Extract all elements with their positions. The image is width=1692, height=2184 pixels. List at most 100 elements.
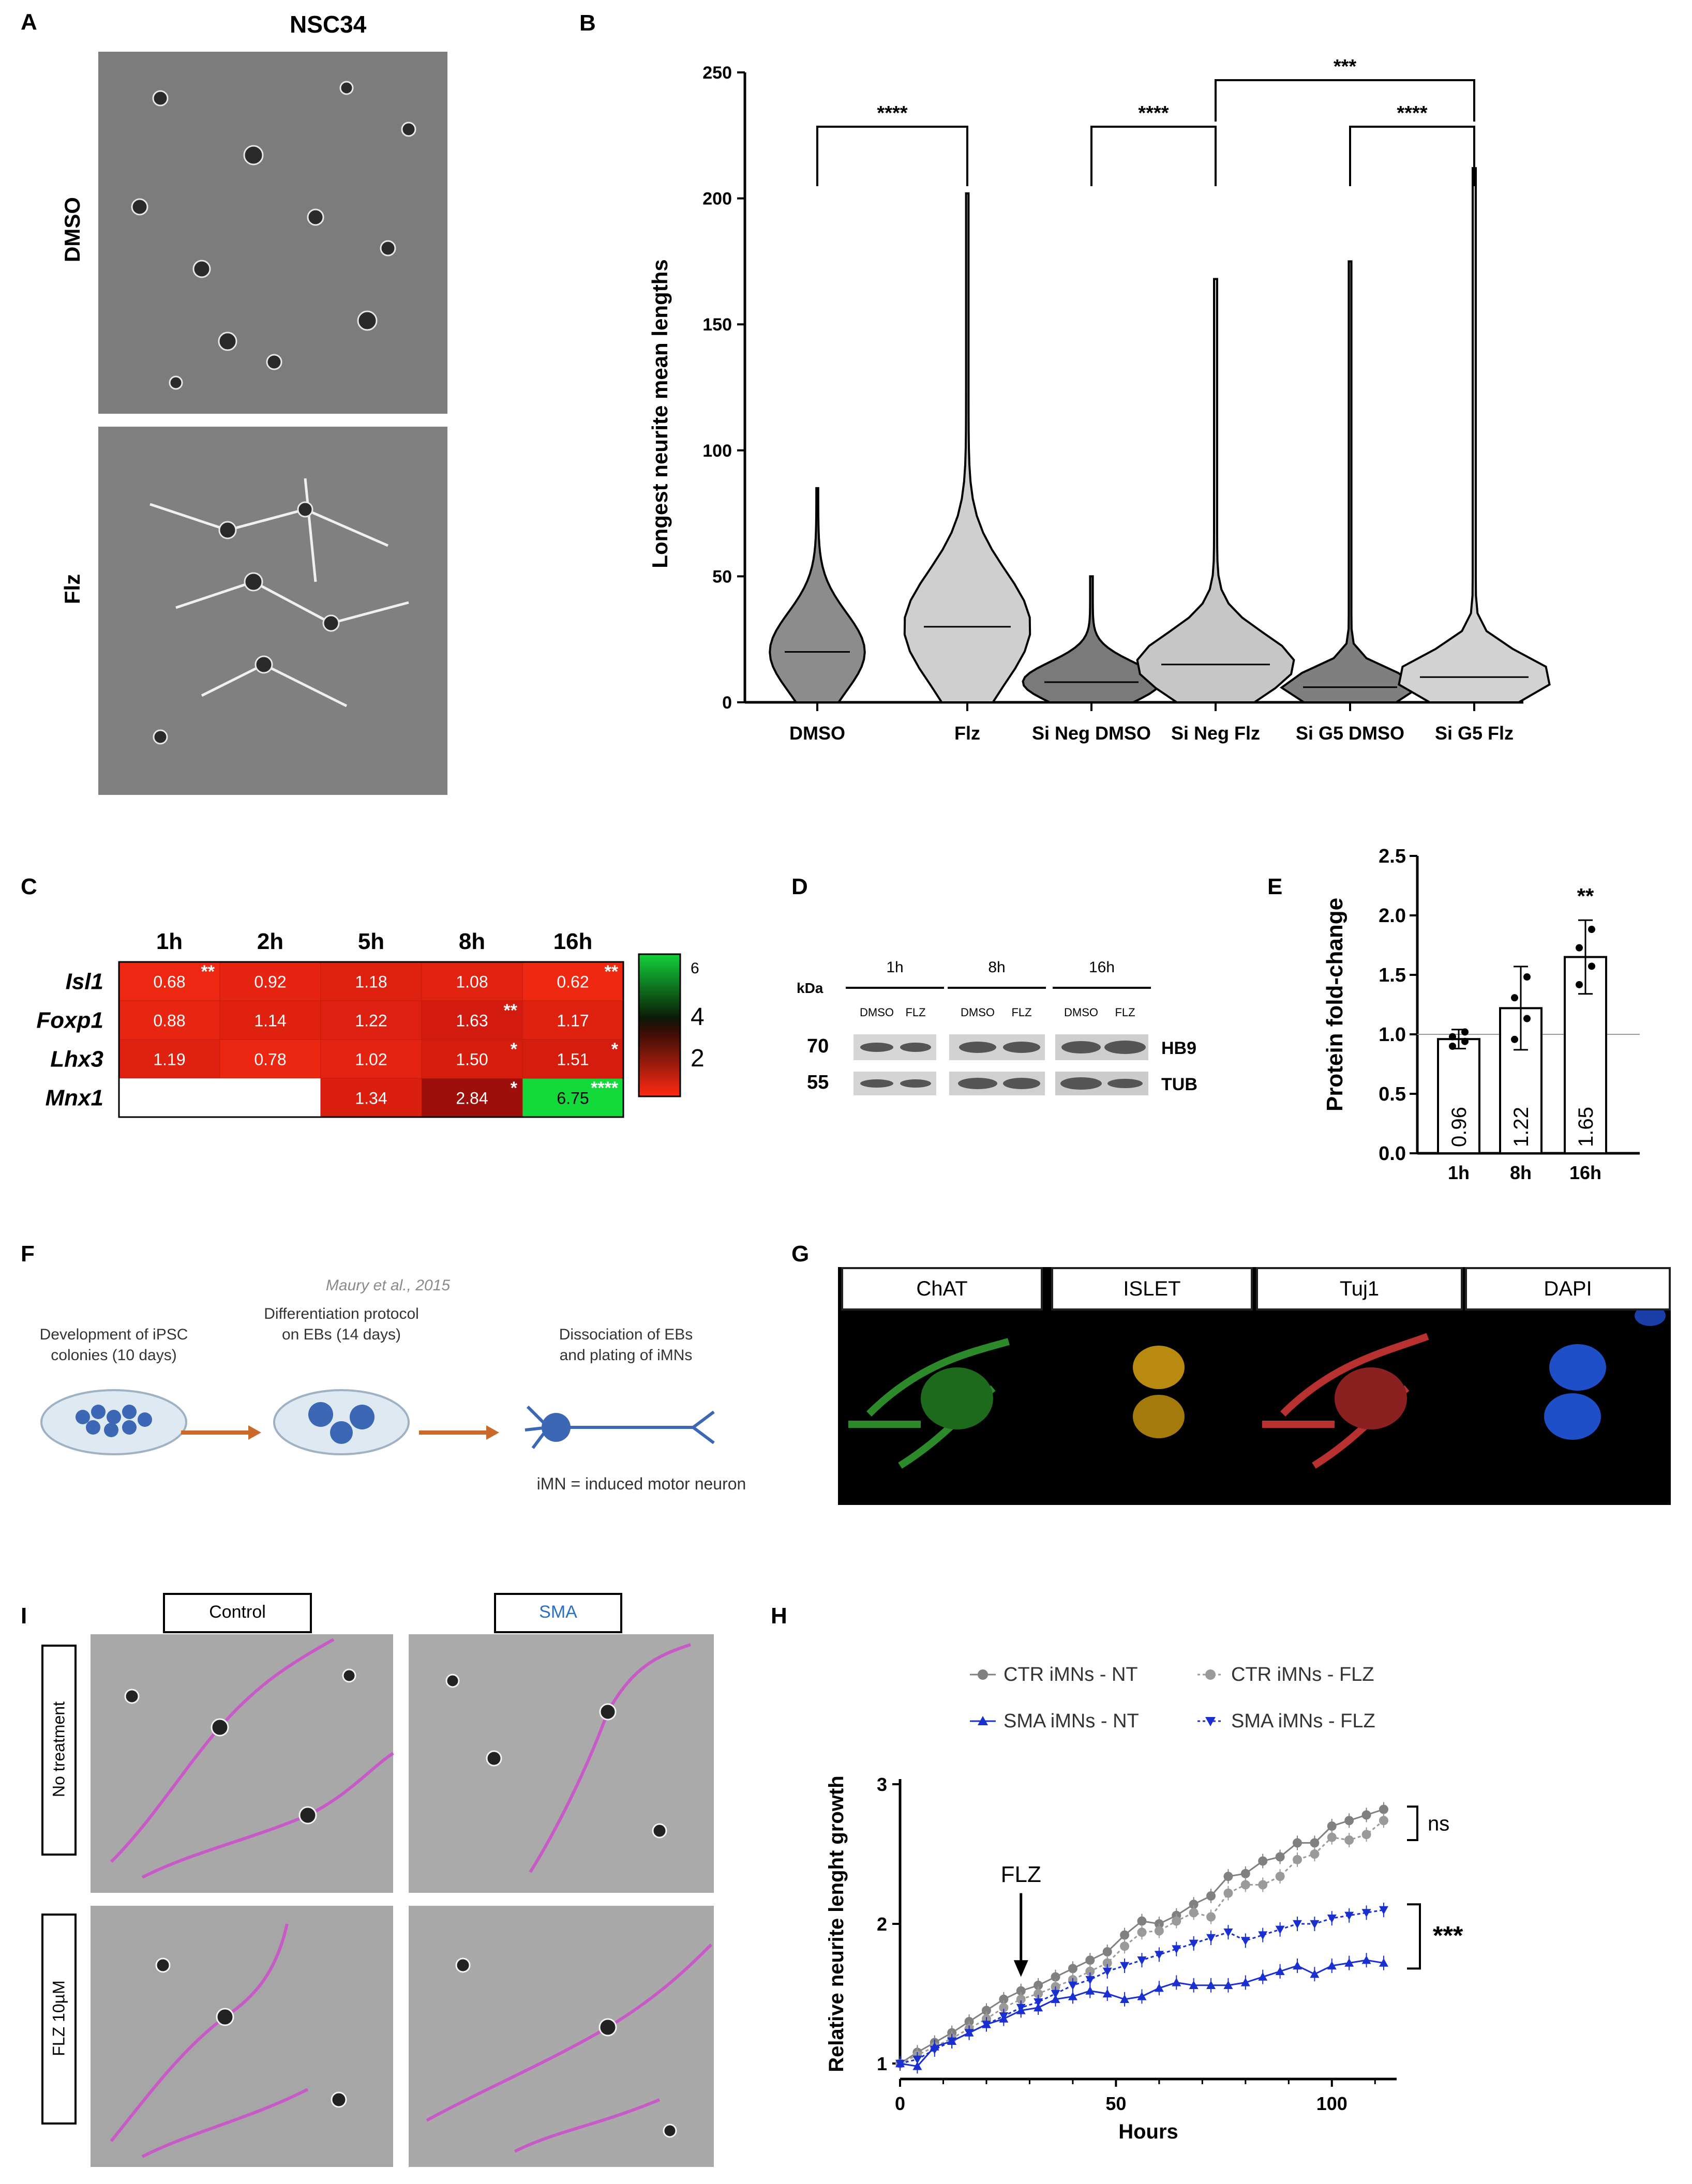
heatmap-cell-value: 1.18 [355,973,387,991]
series-marker [1293,1855,1302,1864]
kda-label: kDa [797,980,823,996]
series-marker [1120,1962,1130,1970]
series-marker [1205,1717,1216,1726]
imn-micrographs [91,1634,714,2167]
series-marker [1206,1912,1216,1922]
chat-image [848,1338,1010,1469]
series-marker [1172,1978,1181,1986]
significance-stars: *** [1334,56,1357,78]
data-point [1449,1043,1456,1050]
label-tuj1: Tuj1 [1256,1267,1463,1311]
series-marker [1310,1920,1320,1929]
panel-label-f: F [21,1241,35,1267]
heatmap-column-label: 1h [156,929,183,954]
heatmap-cell [219,961,321,1001]
series-marker [1344,1911,1354,1920]
control-label: Control [163,1593,312,1633]
panel-label-c: C [21,874,37,899]
flz-micrograph [98,427,447,795]
data-point [1576,981,1583,988]
heatmap-significance: ** [201,962,215,982]
series-marker [1154,1926,1164,1936]
citation: Maury et al., 2015 [326,1277,450,1294]
protein-bar [1564,956,1607,1154]
heatmap-cell-value: 1.34 [355,1089,387,1108]
protein-category-label: 1h [1448,1162,1470,1183]
significance-stars: **** [877,102,907,124]
data-point [1588,926,1595,933]
series-marker [1240,1880,1250,1890]
sig-label: *** [1433,1921,1463,1950]
cell-bodies [124,1668,677,2138]
series-marker [1051,1990,1060,1998]
heatmap-cell-value: 1.22 [355,1012,387,1030]
heatmap-cell-value: 0.62 [557,973,589,991]
heatmap-cell-value: 1.14 [254,1012,286,1030]
heatmap-significance: ** [605,962,619,982]
series-marker [1310,1838,1320,1848]
protein-bar-value: 1.22 [1510,1107,1533,1147]
series-marker [895,2059,905,2068]
series-marker [978,1669,988,1680]
legend-label: CTR iMNs - NT [1004,1664,1138,1685]
series-marker [1223,1980,1233,1989]
heatmap-significance: ** [504,1001,518,1020]
panel-label-d: D [791,874,808,899]
series-marker [1240,1978,1250,1986]
series-marker [1258,1972,1268,1981]
series-marker [1327,1961,1337,1970]
data-point [1511,994,1518,1002]
protein-bar-value: 0.96 [1448,1107,1471,1147]
series-marker [1223,1888,1233,1898]
panel-a-title: NSC34 [290,11,367,38]
series-marker [1379,1906,1388,1915]
series-marker [1085,1986,1095,1995]
series-marker [1293,1920,1302,1929]
series-marker [1379,1958,1388,1967]
protein-ytick-label: 0.5 [1379,1083,1406,1105]
heatmap-cell [522,961,624,1001]
row-label-box-1: No treatment [41,1645,77,1856]
violin-3 [1022,575,1161,703]
band-hb9-label: HB9 [1161,1038,1196,1058]
violin-category-label: Si G5 Flz [1435,722,1514,744]
data-point [1461,1028,1469,1036]
blot-time-label: 1h [886,959,903,976]
heatmap-cell [119,1078,220,1117]
data-point [1461,1037,1469,1045]
series-marker [1310,1969,1320,1978]
arrow-1-head [248,1425,261,1440]
heatmap-cell-value: 1.19 [153,1050,185,1069]
h-xtick-label: 0 [895,2093,905,2114]
violin-category-label: Si Neg Flz [1171,722,1260,744]
h-xtick-label: 100 [1316,2093,1347,2114]
series-marker [1102,1967,1112,1976]
heatmap-column-label: 8h [459,929,485,954]
series-marker [1189,1908,1199,1918]
immunofluorescence-strip: ChAT ISLET Tuj1 DAPI [838,1267,1671,1505]
sma-label: SMA [494,1593,622,1633]
series-marker [1206,1891,1216,1901]
series-marker [1137,1927,1147,1937]
heatmap-column-label: 16h [553,929,593,954]
series-marker [1258,1880,1268,1890]
flz-cells [98,427,447,795]
violin-ytick-label: 250 [702,63,732,83]
series-marker [1275,1852,1285,1862]
protein-bar [1437,1038,1480,1155]
h-y-axis-label: Relative neurite lenght growth [828,1775,848,2072]
series-marker [912,2055,922,2064]
series-marker [1016,1994,1026,2004]
blot-lane-label: DMSO [1064,1006,1098,1019]
series-marker [1293,1961,1302,1970]
violin-ytick-label: 100 [702,441,732,461]
series-marker [1034,1980,1043,1990]
colorbar-tick: 6 [691,960,699,977]
series-marker [1085,1955,1095,1965]
row-label-box-2: FLZ 10µM [41,1914,77,2125]
series-marker [981,2021,991,2029]
series-marker [1205,1669,1216,1680]
series-marker [1102,1958,1112,1968]
heatmap-cell [421,961,523,1001]
